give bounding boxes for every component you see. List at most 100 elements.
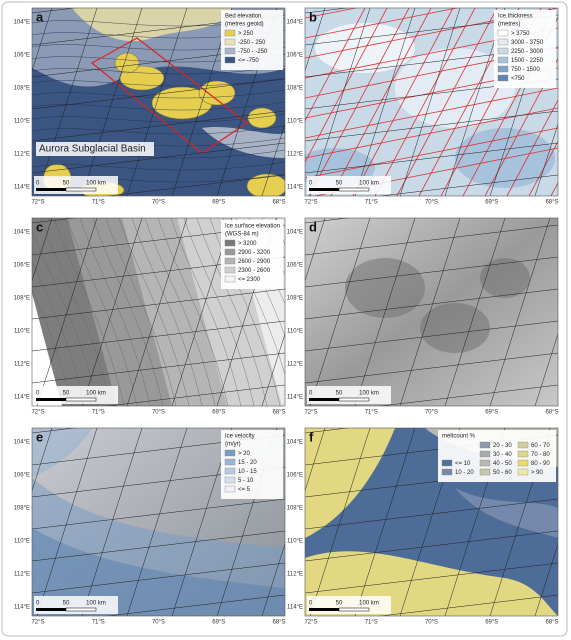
graticule xyxy=(444,218,506,406)
lon-label: 72°S xyxy=(304,410,317,416)
graticule xyxy=(32,320,285,352)
contour xyxy=(32,101,285,111)
contour xyxy=(32,113,285,123)
velocity-band xyxy=(32,428,92,478)
legend-swatch xyxy=(479,459,491,467)
legend-swatch xyxy=(224,56,236,64)
legend-label: <= -750 xyxy=(238,58,259,64)
graticule xyxy=(105,174,285,196)
legend-swatch xyxy=(479,441,491,449)
graticule xyxy=(378,384,558,406)
scale-label: 100 km xyxy=(86,391,106,397)
legend-label: -250 - 250 xyxy=(238,40,266,46)
legend-swatch xyxy=(224,275,236,283)
melt-zone xyxy=(305,428,395,538)
legend-title: Ice velocity xyxy=(225,434,255,440)
lon-label: 71°S xyxy=(92,620,105,626)
graticule xyxy=(36,428,98,616)
map-panel: d 104°E 106°E 108°E 110°E 112°E 114°E 72°S 71°S 7… xyxy=(287,217,559,416)
relief xyxy=(420,303,490,353)
legend-swatch xyxy=(224,449,236,457)
scale-label: 100 km xyxy=(359,391,379,397)
legend-label: > 20 xyxy=(238,451,251,457)
scale-bar xyxy=(338,607,370,612)
graticule xyxy=(305,110,558,142)
legend-label: > 3200 xyxy=(238,241,257,247)
melt-zone xyxy=(455,488,558,538)
graticule xyxy=(32,352,285,384)
legend-swatch xyxy=(224,239,236,247)
graticule xyxy=(305,288,558,320)
legend-swatch xyxy=(224,38,236,46)
legend-title: (m/yr) xyxy=(225,442,241,448)
graticule xyxy=(309,8,371,196)
lat-label: 104°E xyxy=(287,440,303,446)
legend-label: > 3750 xyxy=(511,31,530,37)
legend-swatch xyxy=(224,458,236,466)
lon-label: 70°S xyxy=(152,200,165,206)
legend-label: 5 - 10 xyxy=(238,478,254,484)
scale-label: 50 xyxy=(336,601,343,607)
graticule xyxy=(354,8,416,196)
lon-label: 72°S xyxy=(31,200,44,206)
lat-label: 104°E xyxy=(14,20,30,26)
graticule xyxy=(32,142,285,174)
legend-swatch xyxy=(224,476,236,484)
survey-box xyxy=(90,37,249,154)
legend-label: 750 - 1500 xyxy=(511,67,540,73)
lon-label: 69°S xyxy=(485,620,498,626)
lat-label: 114°E xyxy=(287,605,303,611)
graticule xyxy=(378,594,558,616)
legend-title: (metres geoid) xyxy=(225,22,264,28)
map-border xyxy=(31,7,286,197)
contour xyxy=(32,289,73,406)
velocity-band xyxy=(32,528,285,616)
flight-line xyxy=(305,8,459,39)
lat-label: 106°E xyxy=(287,53,303,59)
legend-label: 60 - 70 xyxy=(531,443,550,449)
legend-title: (WGS-84 m) xyxy=(225,232,259,238)
graticule xyxy=(305,8,326,72)
lon-label: 71°S xyxy=(365,620,378,626)
legend-swatch xyxy=(497,29,509,37)
panel-letter: c xyxy=(36,219,43,234)
contour xyxy=(196,218,268,406)
flight-line xyxy=(305,107,558,159)
lon-label: 69°S xyxy=(212,410,225,416)
legend-swatch xyxy=(497,74,509,82)
flight-line xyxy=(305,8,366,122)
thickness-zone xyxy=(315,23,415,73)
legend-swatch xyxy=(497,38,509,46)
graticule xyxy=(354,428,416,616)
bed-high xyxy=(247,107,277,129)
legend-label: <750 xyxy=(511,76,525,82)
graticule xyxy=(261,123,285,196)
legend-swatch xyxy=(441,468,453,476)
scale-label: 100 km xyxy=(86,601,106,607)
contour xyxy=(183,218,255,406)
graticule xyxy=(305,530,558,562)
contour xyxy=(53,218,125,406)
legend-swatch xyxy=(497,65,509,73)
legend-label: <= 2300 xyxy=(238,277,261,283)
graticule xyxy=(32,530,285,562)
legend-label: 30 - 40 xyxy=(493,452,512,458)
graticule xyxy=(534,123,558,196)
relief xyxy=(345,258,425,318)
legend-swatch xyxy=(517,450,529,458)
legend-swatch xyxy=(224,485,236,493)
lon-label: 68°S xyxy=(272,620,285,626)
lat-label: 108°E xyxy=(14,506,30,512)
contour xyxy=(118,218,190,406)
legend-swatch xyxy=(479,450,491,458)
legend-swatch xyxy=(497,56,509,64)
scale-bar xyxy=(338,187,370,192)
contour xyxy=(79,218,151,406)
graticule xyxy=(126,218,188,406)
bed-high xyxy=(198,80,236,106)
map-border xyxy=(31,427,286,617)
lon-label: 71°S xyxy=(365,200,378,206)
legend-label: 50 - 60 xyxy=(493,470,512,476)
legend-label: 2300 - 2600 xyxy=(238,268,271,274)
graticule xyxy=(32,498,285,530)
